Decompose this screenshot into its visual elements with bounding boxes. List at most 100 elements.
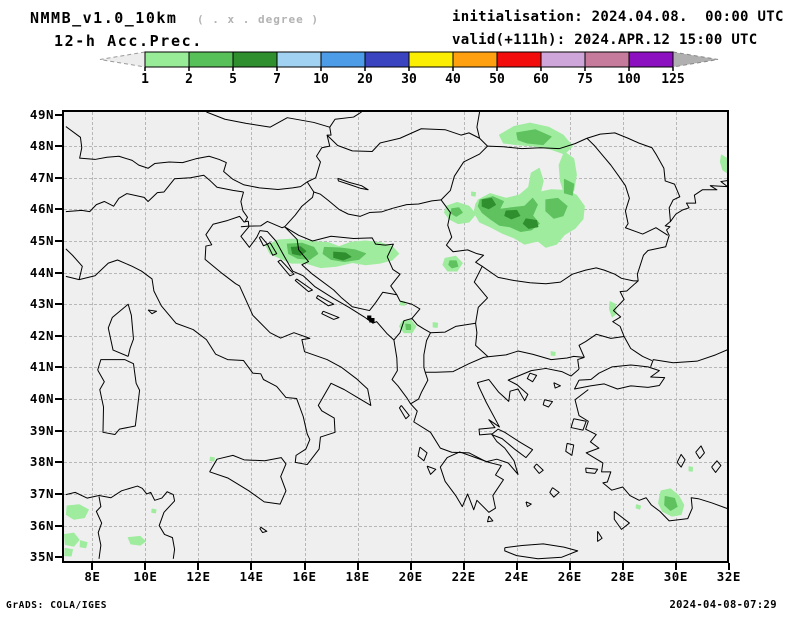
gridline-lat (64, 430, 727, 432)
lon-axis-label: 30E (663, 569, 688, 584)
gridline-lon (675, 112, 677, 561)
coastline-border (307, 127, 331, 182)
precip-area-1-2 (65, 548, 73, 556)
lon-axis-label: 28E (610, 569, 635, 584)
precip-area-1-2 (128, 536, 145, 545)
precip-area-5-7 (523, 219, 538, 228)
lon-tick (144, 563, 147, 570)
lon-tick (356, 563, 359, 570)
coastline-border (543, 400, 552, 407)
gridline-lat (64, 493, 727, 495)
colorbar-under-arrow (99, 51, 146, 68)
colorbar-segment (452, 51, 498, 68)
lon-axis-label: 12E (186, 569, 211, 584)
gridline-lat (64, 462, 727, 464)
coastline-border (285, 227, 400, 311)
coastline-border (712, 461, 721, 473)
precip-area-2-5 (451, 208, 462, 217)
lat-tick (55, 334, 62, 337)
coastline-border (295, 279, 312, 292)
gridline-lon (410, 112, 412, 561)
precip-area-5-7 (291, 247, 306, 256)
lat-axis-label: 46N (29, 201, 54, 217)
precip-area-5-7 (482, 198, 495, 208)
map-geography-layer (64, 112, 727, 561)
precip-area-5-7 (505, 210, 520, 219)
gridline-lon (92, 112, 94, 561)
lat-tick (55, 208, 62, 211)
coastline-border (526, 502, 531, 507)
lon-axis-label: 14E (239, 569, 264, 584)
lon-axis-label: 32E (716, 569, 741, 584)
coastline-border (550, 488, 559, 497)
lat-tick (55, 145, 62, 148)
colorbar-level-label: 2 (185, 72, 193, 87)
colorbar-level-label: 125 (661, 72, 684, 87)
colorbar-segment (408, 51, 454, 68)
valid-time: valid(+111h): 2024.APR.12 15:00 UTC (452, 32, 758, 48)
precip-area-1-2 (610, 302, 617, 317)
precip-area-1-2 (433, 323, 438, 328)
coastline-border (241, 192, 248, 222)
coastline-border (394, 295, 420, 340)
coastline-border (488, 351, 584, 360)
lat-axis-label: 43N (29, 296, 54, 312)
lat-axis-label: 40N (29, 391, 54, 407)
lat-axis-label: 36N (29, 517, 54, 533)
colorbar-level-label: 1 (141, 72, 149, 87)
precip-area-1-2 (472, 192, 476, 196)
colorbar-segment (496, 51, 542, 68)
gridline-lon (357, 112, 359, 561)
gridline-lon (198, 112, 200, 561)
lat-tick (55, 492, 62, 495)
lat-axis-label: 47N (29, 169, 54, 185)
colorbar-segment (628, 51, 674, 68)
precip-area-1-2 (66, 505, 88, 520)
lon-axis-label: 24E (504, 569, 529, 584)
gridline-lon (251, 112, 253, 561)
lat-tick (55, 429, 62, 432)
coastline-border (488, 516, 493, 522)
coastline-border (614, 511, 629, 529)
colorbar-segment (584, 51, 630, 68)
precip-area-1-2 (80, 541, 87, 548)
precip-area-2-5 (564, 179, 573, 195)
colorbar-level-label: 75 (577, 72, 593, 87)
coastline-border (66, 216, 371, 464)
precip-area-2-5 (546, 198, 567, 218)
lon-tick (462, 563, 465, 570)
gridline-lat (64, 272, 727, 274)
precip-area-2-5 (449, 261, 458, 268)
coastline-border (66, 249, 82, 280)
coastline-border (411, 372, 428, 404)
coastline-border (148, 310, 156, 314)
map-plot-area: 49N 48N 47N 46N 45N 44N 43N 42N 41N 40N 39N 38N 37N 3… (30, 107, 740, 584)
coastline-border (338, 178, 368, 189)
coastline-border (571, 419, 586, 430)
coastline-border (677, 454, 685, 467)
lat-tick (55, 176, 62, 179)
lon-axis-label: 10E (133, 569, 158, 584)
lon-tick (727, 563, 730, 570)
colorbar-level-label: 7 (273, 72, 281, 87)
coastline-border (482, 266, 638, 283)
lon-axis-label: 22E (451, 569, 476, 584)
colorbar-level-label: 10 (313, 72, 329, 87)
precip-area-2-5 (406, 324, 411, 329)
lon-axis-label: 18E (345, 569, 370, 584)
map-marker (368, 316, 374, 322)
coastline-border (440, 452, 503, 512)
lon-tick (621, 563, 624, 570)
coastline-border (316, 295, 333, 305)
lat-tick (55, 113, 62, 116)
coastline-border (307, 182, 441, 216)
colorbar-segment (276, 51, 322, 68)
lon-tick (303, 563, 306, 570)
lon-axis-label: 20E (398, 569, 423, 584)
lat-tick (55, 271, 62, 274)
colorbar-level-label: 20 (357, 72, 373, 87)
precipitation-colorbar: 1 2 5 7 10 20 30 40 50 60 75 100 125 (99, 51, 719, 87)
lat-tick (55, 524, 62, 527)
colorbar-over-arrow (672, 51, 719, 68)
